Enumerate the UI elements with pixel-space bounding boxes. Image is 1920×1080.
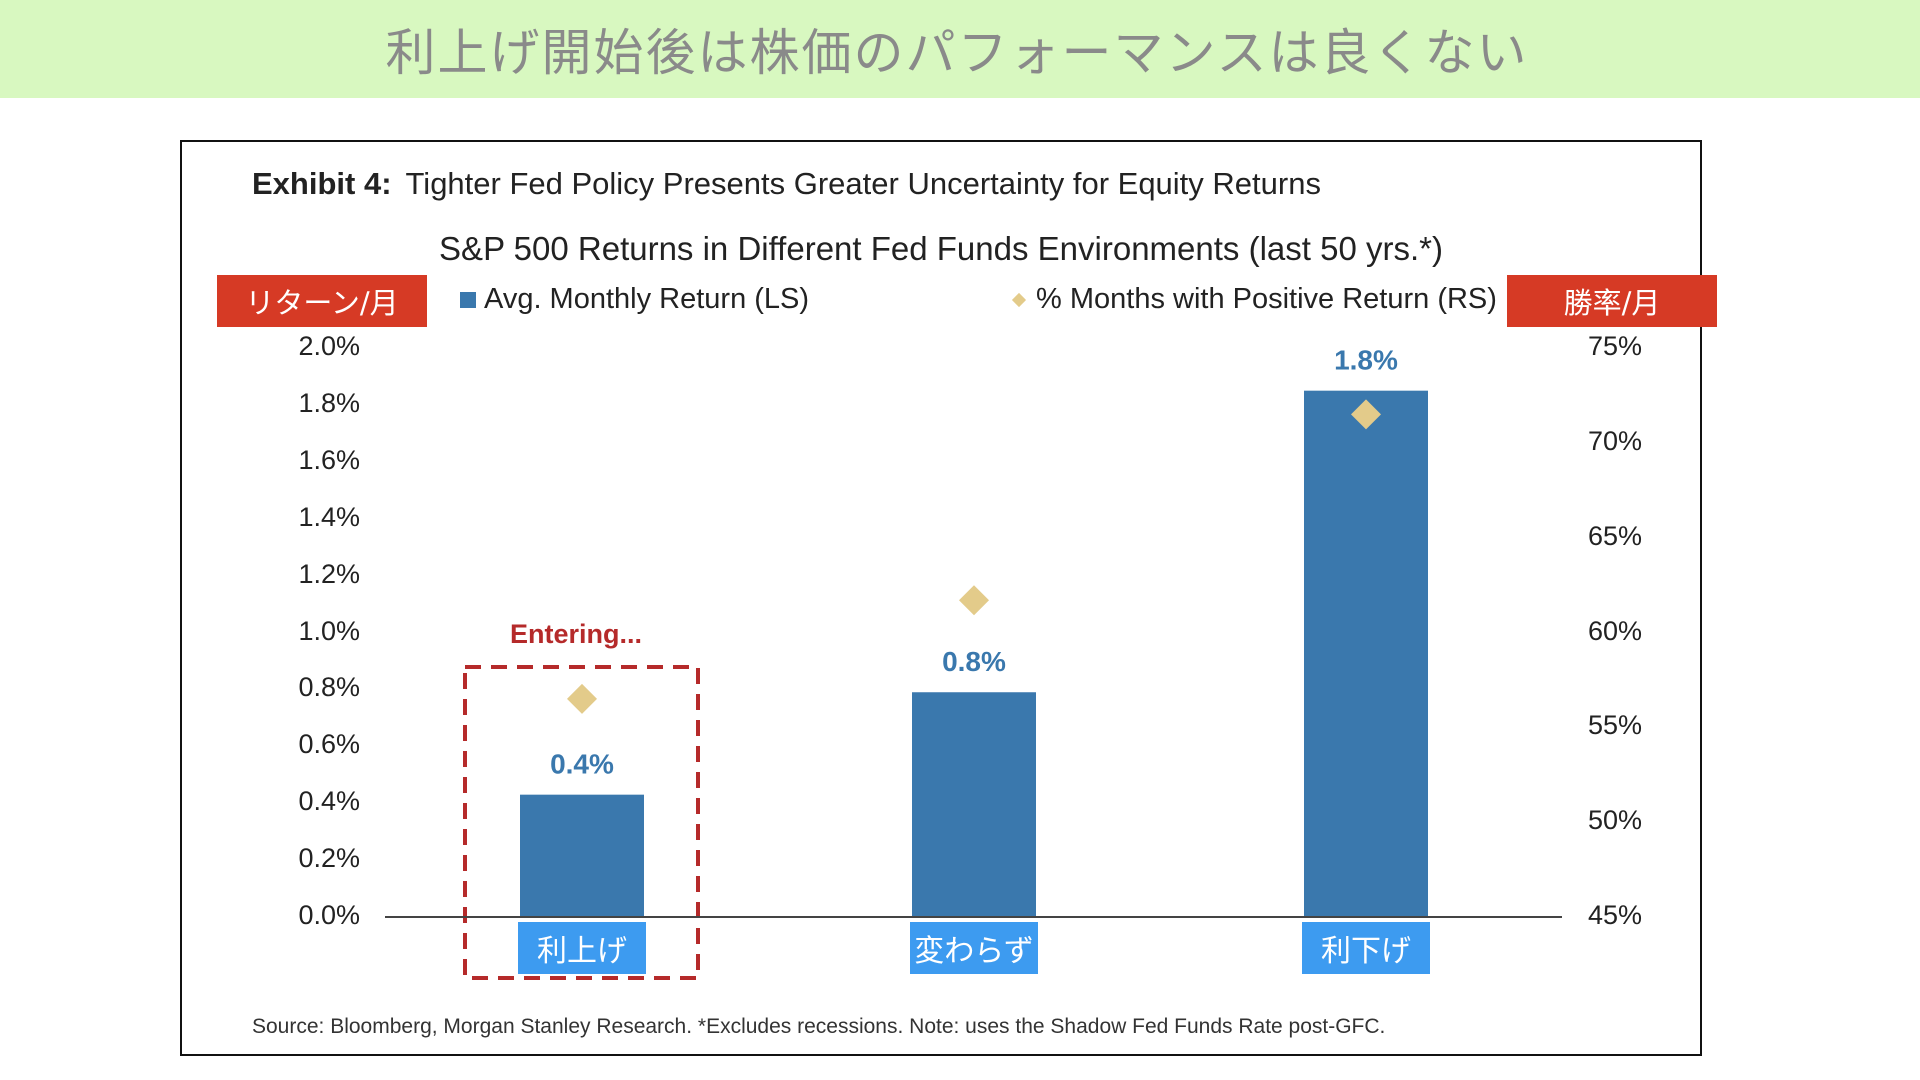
bar-data-label: 0.8% [942, 646, 1006, 677]
right-axis-tag: 勝率/月 [1507, 275, 1717, 327]
exhibit-header: Exhibit 4: Tighter Fed Policy Presents Gr… [252, 166, 1321, 202]
exhibit-label: Exhibit 4: [252, 166, 392, 201]
right-tick-label: 45% [1588, 900, 1643, 930]
right-tick-label: 65% [1588, 520, 1643, 551]
left-tick-label: 1.4% [298, 501, 360, 532]
left-tick-label: 2.0% [298, 331, 360, 361]
right-tick-label: 70% [1588, 425, 1643, 456]
left-tick-label: 0.6% [298, 729, 360, 760]
left-tick-label: 0.2% [298, 843, 360, 874]
left-tick-label: 1.6% [298, 444, 360, 475]
legend-bar-label: Avg. Monthly Return (LS) [484, 283, 810, 315]
bar-data-label: 0.4% [550, 749, 614, 780]
left-axis-tag: リターン/月 [217, 275, 427, 327]
diamond-marker [959, 585, 989, 616]
annotation-dashed-box [463, 665, 700, 980]
legend-diamond: % Months with Positive Return (RS) [1011, 283, 1497, 316]
bar [1304, 390, 1428, 917]
right-axis-tag-label: 勝率/月 [1563, 286, 1661, 320]
left-tick-label: 1.2% [298, 558, 360, 589]
title-banner: 利上げ開始後は株価のパフォーマンスは良くない [0, 0, 1920, 98]
category-label: 利下げ [1302, 922, 1430, 974]
left-axis-tag-label: リターン/月 [245, 286, 399, 320]
left-tick-label: 0.0% [298, 900, 360, 930]
left-tick-label: 1.0% [298, 615, 360, 646]
source-note: Source: Bloomberg, Morgan Stanley Resear… [252, 1015, 1386, 1038]
bar [912, 692, 1036, 917]
left-tick-label: 1.8% [298, 387, 360, 418]
chart-title: S&P 500 Returns in Different Fed Funds E… [439, 230, 1443, 267]
category-label: 利上げ [518, 922, 646, 974]
bar-data-label: 1.8% [1334, 345, 1398, 376]
legend-bar: Avg. Monthly Return (LS) [460, 283, 809, 316]
left-tick-label: 0.4% [298, 786, 360, 817]
right-tick-label: 60% [1588, 615, 1643, 646]
exhibit-title: Tighter Fed Policy Presents Greater Unce… [405, 166, 1321, 201]
right-tick-label: 75% [1588, 331, 1643, 361]
left-tick-label: 0.8% [298, 672, 360, 703]
right-tick-label: 50% [1588, 805, 1643, 836]
category-label: 変わらず [910, 922, 1038, 974]
diamond-marker [1351, 399, 1381, 430]
legend-diamond-label: % Months with Positive Return (RS) [1036, 283, 1497, 315]
bar [520, 794, 644, 917]
page-title: 利上げ開始後は株価のパフォーマンスは良くない [385, 24, 1529, 82]
annotation-label: Entering... [510, 619, 642, 649]
right-tick-label: 55% [1588, 710, 1643, 741]
legend-bar-swatch [460, 291, 476, 308]
diamond-marker [567, 683, 597, 714]
